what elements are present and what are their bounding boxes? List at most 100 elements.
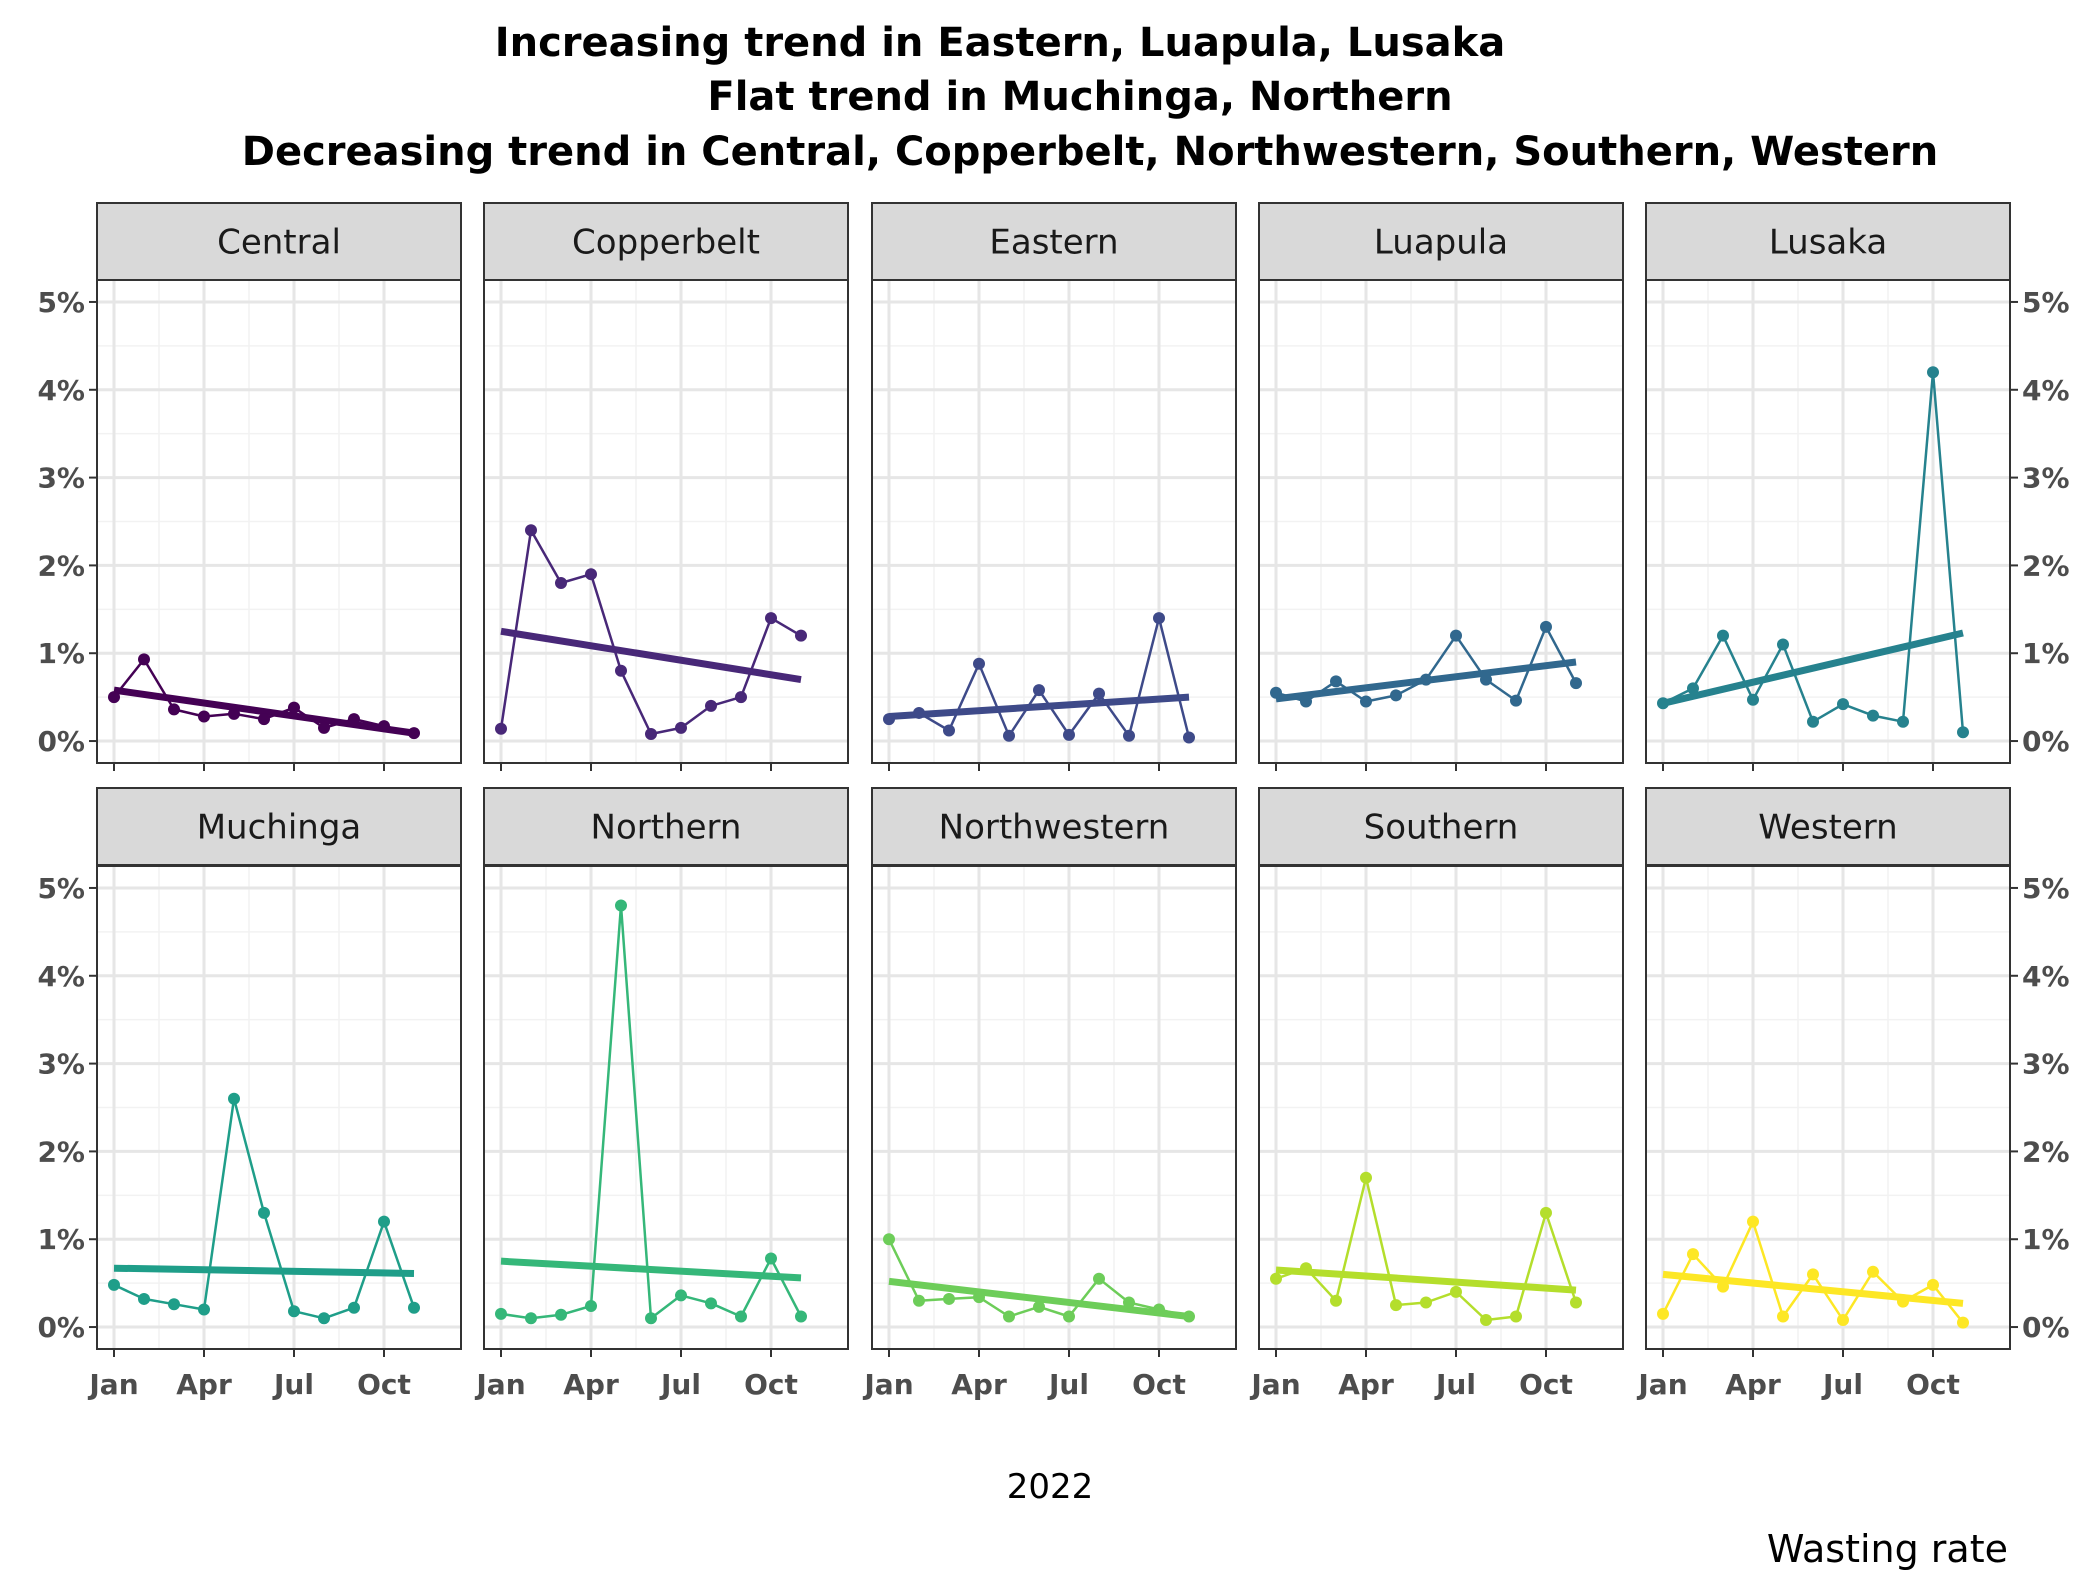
data-point bbox=[1063, 1310, 1075, 1323]
data-point bbox=[1390, 1299, 1402, 1312]
data-point bbox=[943, 724, 955, 737]
chart-title-line-2: Flat trend in Muchinga, Northern bbox=[707, 74, 1452, 120]
facet-panel-muchinga: Muchinga 0% 1% 2% 3% 4% 5% Jan Apr Jul Oct bbox=[37, 787, 462, 1401]
data-point bbox=[1957, 726, 1969, 739]
trend-line bbox=[888, 1277, 1190, 1320]
data-point bbox=[168, 1298, 180, 1311]
data-point bbox=[1093, 687, 1105, 700]
data-point bbox=[1270, 1272, 1282, 1285]
data-point bbox=[675, 1289, 687, 1302]
data-point bbox=[1063, 728, 1075, 741]
facet-panel-copperbelt: Copperbelt bbox=[483, 202, 849, 771]
x-tick-label: Jan bbox=[474, 1368, 525, 1401]
trend-line bbox=[1275, 1266, 1577, 1294]
panel-border bbox=[1258, 279, 1624, 764]
x-tick-label: Oct bbox=[357, 1368, 411, 1401]
y-tick-label: 1% bbox=[2022, 1223, 2070, 1256]
data-point bbox=[1003, 1310, 1015, 1323]
y-tick-label: 3% bbox=[2022, 462, 2070, 495]
data-point bbox=[258, 1206, 270, 1219]
data-point bbox=[1300, 695, 1312, 708]
data-point bbox=[1153, 1303, 1165, 1316]
chart-title-line-1: Increasing trend in Eastern, Luapula, Lu… bbox=[495, 20, 1506, 66]
x-tick-label: Apr bbox=[1725, 1368, 1781, 1401]
facet-strip-label: Southern bbox=[1364, 808, 1519, 848]
facet-panel-eastern: Eastern bbox=[871, 202, 1237, 771]
data-point bbox=[1717, 629, 1729, 642]
data-point bbox=[585, 1299, 597, 1312]
data-point bbox=[1657, 697, 1669, 710]
x-tick-label: Jan bbox=[1636, 1368, 1687, 1401]
caption: Wasting rate bbox=[1767, 1527, 2008, 1571]
facet-strip bbox=[871, 787, 1237, 866]
data-point bbox=[1420, 1296, 1432, 1309]
data-point bbox=[198, 1303, 210, 1316]
panel-border bbox=[483, 865, 849, 1350]
data-point bbox=[735, 1310, 747, 1323]
facet-panels: Central 0% 1% 2% 3% 4% 5% Copperbelt Eastern Luap… bbox=[37, 202, 2070, 1401]
facet-panel-northwestern: Northwestern Jan Apr Jul Oct bbox=[862, 787, 1237, 1401]
y-tick-label: 5% bbox=[37, 286, 85, 319]
data-point bbox=[525, 1312, 537, 1325]
data-point bbox=[973, 657, 985, 670]
facet-strip-label: Muchinga bbox=[197, 808, 362, 848]
facet-strip-label: Central bbox=[217, 223, 341, 263]
data-point bbox=[1687, 682, 1699, 695]
x-tick-label: Jul bbox=[272, 1368, 314, 1401]
x-tick-label: Apr bbox=[1338, 1368, 1394, 1401]
data-point bbox=[943, 1292, 955, 1305]
data-point bbox=[138, 1292, 150, 1305]
data-point bbox=[883, 713, 895, 726]
panel-border bbox=[96, 279, 462, 764]
data-point bbox=[168, 703, 180, 716]
facet-strip bbox=[1645, 787, 2011, 866]
data-point bbox=[1420, 673, 1432, 686]
data-point bbox=[1717, 1280, 1729, 1293]
data-point bbox=[1183, 731, 1195, 744]
y-tick-label: 1% bbox=[2022, 637, 2070, 670]
data-point bbox=[288, 701, 300, 714]
panel-border bbox=[871, 865, 1237, 1350]
y-tick-label: 3% bbox=[2022, 1048, 2070, 1081]
data-point bbox=[1897, 1295, 1909, 1308]
y-tick-label: 4% bbox=[37, 374, 85, 407]
data-point bbox=[108, 691, 120, 704]
data-point bbox=[615, 664, 627, 677]
data-point bbox=[228, 1092, 240, 1105]
chart-title-line-3: Decreasing trend in Central, Copperbelt,… bbox=[242, 129, 1939, 175]
facet-strip bbox=[1258, 202, 1624, 281]
y-tick-label: 3% bbox=[37, 1048, 85, 1081]
data-point bbox=[198, 710, 210, 723]
data-point bbox=[1687, 1248, 1699, 1261]
x-tick-label: Jul bbox=[1047, 1368, 1089, 1401]
trend-line bbox=[500, 627, 802, 684]
y-tick-label: 5% bbox=[2022, 286, 2070, 319]
y-tick-label: 0% bbox=[37, 1311, 85, 1344]
data-point bbox=[1807, 1268, 1819, 1281]
facet-strip bbox=[96, 202, 462, 281]
data-point bbox=[1777, 638, 1789, 651]
facet-panel-southern: Southern Jan Apr Jul Oct bbox=[1249, 787, 1624, 1401]
data-point bbox=[705, 1297, 717, 1310]
data-point bbox=[318, 721, 330, 734]
y-tick-label: 2% bbox=[2022, 549, 2070, 582]
data-point bbox=[585, 568, 597, 581]
data-point bbox=[1867, 709, 1879, 722]
data-point bbox=[138, 653, 150, 666]
y-tick-label: 2% bbox=[37, 549, 85, 582]
data-point bbox=[495, 722, 507, 735]
data-point bbox=[615, 899, 627, 912]
data-point bbox=[1033, 1300, 1045, 1313]
data-point bbox=[228, 707, 240, 720]
data-point bbox=[1093, 1272, 1105, 1285]
data-point bbox=[495, 1307, 507, 1320]
data-point bbox=[795, 629, 807, 642]
data-point bbox=[913, 706, 925, 719]
data-point bbox=[1510, 1310, 1522, 1323]
data-point bbox=[348, 713, 360, 726]
facet-strip bbox=[871, 202, 1237, 281]
data-point bbox=[1003, 729, 1015, 742]
data-point bbox=[108, 1278, 120, 1291]
y-tick-label: 3% bbox=[37, 462, 85, 495]
